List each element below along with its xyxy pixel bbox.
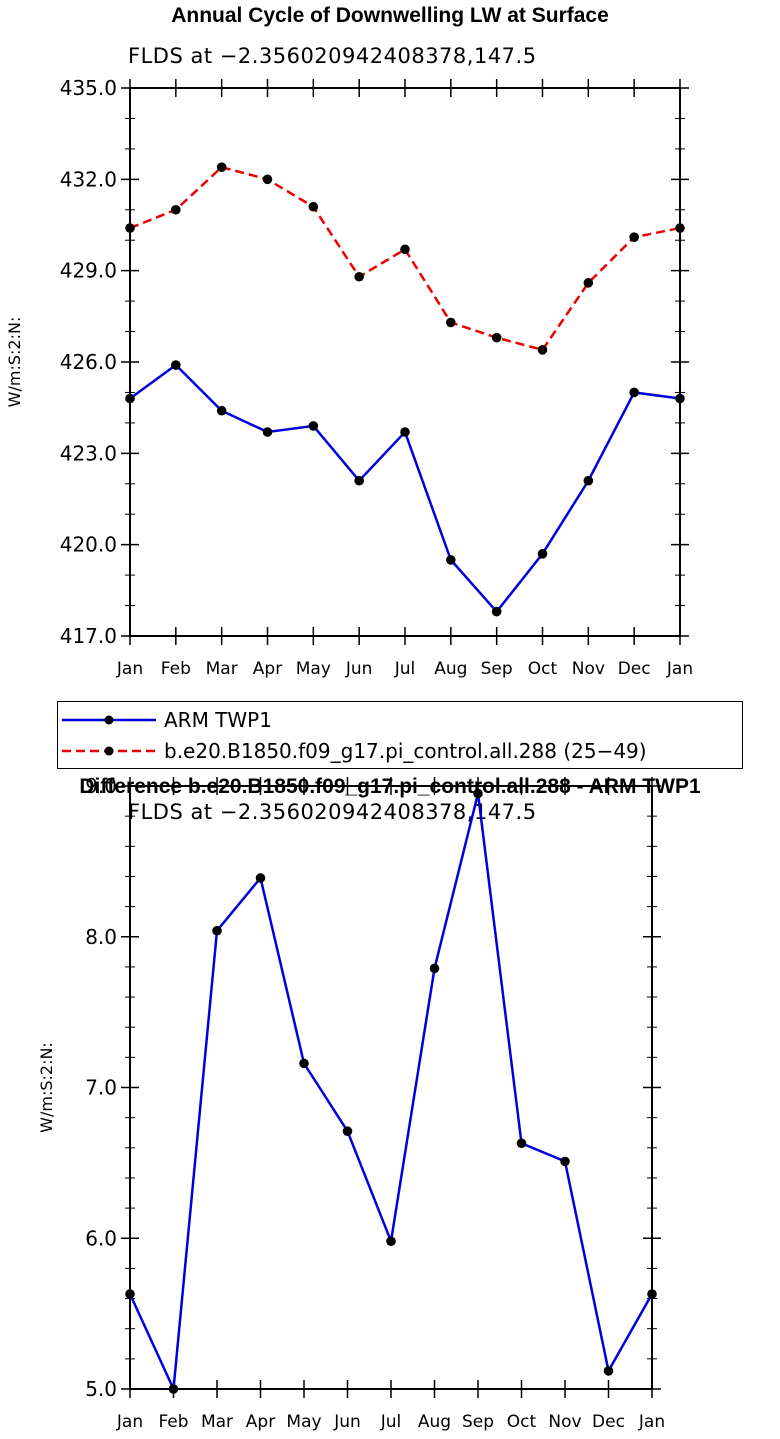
data-point-s0-5 (354, 475, 364, 486)
x-tick-label-nov: Nov (548, 1412, 581, 1432)
series-line-0 (129, 363, 681, 613)
data-point-s0-0 (125, 393, 135, 404)
data-point-s1-5 (354, 271, 364, 282)
chart2-subtitle: FLDS at −2.356020942408378,147.5 (128, 800, 537, 824)
x-tick-label-may: May (286, 1412, 321, 1432)
y-tick-label: 417.0 (60, 624, 117, 648)
legend-label-arm: ARM TWP1 (164, 708, 272, 732)
data-point-s1-10 (583, 278, 594, 288)
data-point-s0-6 (386, 1236, 396, 1247)
data-point-s1-8 (491, 332, 502, 343)
data-point-s0-11 (603, 1366, 614, 1376)
data-point-s1-6 (400, 244, 410, 255)
data-point-s0-1 (171, 360, 181, 370)
x-tick-label-oct: Oct (507, 1412, 537, 1432)
y-tick-label: 429.0 (60, 259, 117, 283)
y-tick-label: 435.0 (60, 76, 117, 100)
y-tick-label: 420.0 (60, 533, 117, 557)
x-tick-label-jan: Jan (116, 1412, 143, 1432)
data-point-s0-6 (400, 427, 410, 437)
x-tick-label-jul: Jul (394, 659, 416, 679)
data-point-s0-9 (537, 549, 548, 559)
x-tick-label-aug: Aug (418, 1412, 451, 1432)
series-line-1 (129, 165, 681, 352)
y-tick-label: 8.0 (85, 925, 117, 949)
data-point-s0-8 (491, 606, 502, 617)
y-tick-label: 432.0 (60, 167, 117, 191)
x-tick-label-jan: Jan (666, 659, 693, 679)
data-point-s0-7 (446, 555, 456, 565)
data-point-s0-4 (308, 421, 319, 431)
x-tick-label-apr: Apr (253, 659, 282, 679)
data-point-s0-9 (516, 1138, 527, 1149)
x-tick-label-jun: Jun (345, 659, 373, 679)
data-point-s1-12 (675, 223, 685, 233)
chart1-plot: 417.0 420.0 423.0 426.0 429.0 432.0 435.0 Jan Fe… (5, 76, 693, 679)
data-point-s0-2 (212, 925, 222, 936)
data-point-s1-3 (262, 174, 273, 185)
x-tick-label-dec: Dec (592, 1412, 625, 1432)
data-point-s0-1 (168, 1384, 179, 1394)
legend-entry-model: b.e20.B1850.f09_g17.pi_control.all.288 (… (58, 736, 647, 766)
legend-label-model: b.e20.B1850.f09_g17.pi_control.all.288 (… (164, 739, 647, 763)
data-point-s1-1 (171, 204, 181, 215)
x-tick-label-may: May (296, 659, 331, 679)
y-tick-label: 9.0 (85, 774, 117, 798)
data-point-s0-10 (560, 1156, 570, 1167)
data-point-s1-11 (629, 232, 639, 242)
data-point-s0-12 (675, 393, 685, 404)
chart1-title: Annual Cycle of Downwelling LW at Surfac… (171, 4, 609, 27)
legend-line-arm (62, 715, 156, 725)
legend-entry-arm: ARM TWP1 (58, 705, 272, 735)
data-point-s1-0 (125, 223, 135, 233)
x-tick-label-dec: Dec (618, 659, 651, 679)
x-tick-label-mar: Mar (206, 659, 238, 679)
plot-frame (129, 785, 653, 1390)
x-tick-label-feb: Feb (158, 1412, 188, 1432)
x-tick-label-jun: Jun (333, 1412, 361, 1432)
plot-frame (129, 87, 681, 637)
x-tick-label-mar: Mar (201, 1412, 233, 1432)
y-tick-label: 5.0 (85, 1377, 117, 1401)
data-point-s0-3 (255, 873, 266, 883)
data-point-s1-9 (537, 345, 548, 355)
data-point-s0-4 (299, 1058, 309, 1069)
data-point-s0-12 (647, 1289, 657, 1299)
legend-line-model (62, 746, 156, 756)
data-point-s0-11 (629, 387, 639, 398)
data-point-s0-0 (125, 1289, 135, 1299)
x-tick-label-jan: Jan (638, 1412, 665, 1432)
y-axis-label: W/m:S:2:N: (37, 1042, 56, 1133)
data-point-s1-4 (308, 201, 319, 212)
x-tick-label-sep: Sep (481, 659, 513, 679)
x-tick-label-jul: Jul (380, 1412, 402, 1432)
data-point-s0-8 (473, 788, 483, 799)
data-point-s1-7 (446, 317, 456, 328)
chart2-plot: 5.0 6.0 7.0 8.0 9.0 Jan Feb Mar Apr May Jun Jul Aug S… (37, 774, 665, 1432)
y-tick-label: 426.0 (60, 350, 117, 374)
data-point-s0-5 (342, 1126, 353, 1137)
x-tick-label-nov: Nov (572, 659, 605, 679)
chart1-subtitle: FLDS at −2.356020942408378,147.5 (128, 44, 537, 68)
y-tick-label: 423.0 (60, 441, 117, 465)
chart1-legend: ARM TWP1 b.e20.B1850.f09_g17.pi_control.… (57, 701, 743, 769)
data-point-s0-3 (262, 427, 273, 437)
data-point-s0-2 (216, 405, 227, 416)
y-tick-label: 6.0 (85, 1226, 117, 1250)
x-tick-label-oct: Oct (528, 659, 558, 679)
x-tick-label-sep: Sep (462, 1412, 494, 1432)
data-point-s0-10 (583, 475, 594, 486)
x-tick-label-aug: Aug (434, 659, 467, 679)
x-tick-label-jan: Jan (116, 659, 143, 679)
x-tick-label-feb: Feb (161, 659, 191, 679)
x-tick-label-apr: Apr (246, 1412, 275, 1432)
y-axis-label: W/m:S:2:N: (5, 317, 24, 408)
data-point-s0-7 (429, 963, 440, 974)
data-point-s1-2 (216, 162, 227, 172)
y-tick-label: 7.0 (85, 1076, 117, 1100)
series-line-0 (128, 792, 654, 1391)
